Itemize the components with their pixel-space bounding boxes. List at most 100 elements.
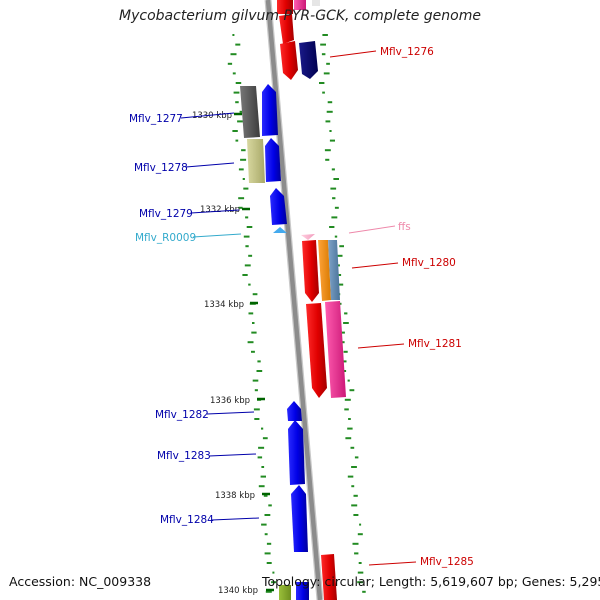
gene-mflv-1285[interactable] bbox=[321, 554, 337, 600]
gc-skew-dot bbox=[336, 254, 343, 257]
gc-skew-dot bbox=[264, 533, 268, 536]
gene-mflv-1276-companion[interactable] bbox=[279, 14, 294, 44]
gc-skew-dot bbox=[256, 370, 263, 372]
gc-skew-dot bbox=[242, 274, 248, 276]
gc-skew-dot bbox=[329, 139, 335, 142]
svg-text:Mflv_1279: Mflv_1279 bbox=[139, 208, 193, 220]
gc-skew-dot bbox=[266, 562, 272, 564]
gc-skew-dot bbox=[338, 274, 342, 276]
gc-skew-dot bbox=[345, 437, 352, 440]
gc-skew-dot bbox=[325, 158, 330, 161]
gc-skew-dot bbox=[261, 466, 265, 468]
label-ffs[interactable]: ffs bbox=[348, 221, 411, 234]
gene-mflv-1283[interactable] bbox=[288, 420, 305, 485]
gc-skew-dot bbox=[235, 43, 241, 46]
svg-text:Mflv_1281: Mflv_1281 bbox=[408, 338, 462, 350]
gc-skew-dot bbox=[354, 456, 359, 459]
gc-skew-dot bbox=[272, 571, 275, 574]
svg-text:Mflv_1276: Mflv_1276 bbox=[380, 46, 434, 58]
gc-skew-dot bbox=[265, 590, 272, 593]
gc-skew-dot bbox=[266, 542, 272, 545]
gene-mflv-1279[interactable] bbox=[270, 188, 287, 225]
gc-skew-dot bbox=[254, 389, 258, 392]
topology-summary: Topology: circular; Length: 5,619,607 bp… bbox=[262, 574, 600, 589]
gc-skew-dot bbox=[243, 235, 250, 238]
gene-ffs[interactable] bbox=[301, 234, 315, 240]
label-mflv-1280[interactable]: Mflv_1280 bbox=[351, 257, 456, 269]
label-mflv-1277[interactable]: Mflv_1277 bbox=[129, 112, 235, 125]
gc-skew-dot bbox=[245, 245, 249, 248]
gc-skew-dot bbox=[352, 542, 359, 545]
gc-skew-dot bbox=[237, 120, 243, 123]
gc-skew-dot bbox=[262, 437, 268, 440]
svg-text:Mflv_R0009: Mflv_R0009 bbox=[135, 232, 196, 244]
gc-skew-dot bbox=[242, 178, 245, 180]
gc-skew-dot bbox=[238, 206, 243, 209]
svg-text:Mflv_1278: Mflv_1278 bbox=[134, 162, 188, 174]
gene-mflv-1284[interactable] bbox=[291, 485, 308, 552]
gc-skew-dot bbox=[245, 216, 249, 219]
label-mflv-r0009[interactable]: Mflv_R0009 bbox=[135, 232, 242, 244]
gc-skew-dot bbox=[244, 264, 251, 267]
gc-skew-dot bbox=[252, 293, 258, 296]
gc-skew-dot bbox=[257, 456, 263, 459]
gc-skew-dot bbox=[339, 331, 345, 334]
gc-skew-dot bbox=[326, 110, 333, 113]
label-mflv-1281[interactable]: Mflv_1281 bbox=[357, 338, 462, 350]
label-mflv-1284[interactable]: Mflv_1284 bbox=[160, 514, 260, 526]
gene-mflv-1281[interactable] bbox=[306, 301, 346, 398]
gc-skew-dot bbox=[251, 350, 255, 353]
genome-backbone bbox=[264, 0, 324, 600]
gc-skew-dot bbox=[343, 350, 348, 353]
gc-skew-dot bbox=[239, 110, 244, 113]
gene-mflv-1282[interactable] bbox=[287, 401, 302, 421]
gc-skew-dot bbox=[341, 341, 345, 344]
gc-skew-dot bbox=[235, 82, 242, 84]
gc-skew-dot bbox=[261, 427, 264, 430]
gc-skew-dot bbox=[321, 53, 326, 56]
gc-skew-track-inner bbox=[227, 34, 277, 593]
svg-text:Mflv_1284: Mflv_1284 bbox=[160, 514, 214, 526]
label-mflv-1276[interactable]: Mflv_1276 bbox=[329, 46, 434, 58]
label-mflv-1283[interactable]: Mflv_1283 bbox=[157, 450, 257, 462]
scale-tick-1336: 1336 kbp bbox=[210, 396, 265, 406]
gc-skew-dot bbox=[332, 197, 336, 200]
gc-skew-dot bbox=[252, 322, 255, 324]
gene-mflv-r0009[interactable] bbox=[273, 227, 287, 233]
gc-skew-dot bbox=[232, 130, 238, 132]
svg-text:Mflv_1280: Mflv_1280 bbox=[402, 257, 456, 269]
label-mflv-1282[interactable]: Mflv_1282 bbox=[155, 409, 255, 421]
gc-skew-dot bbox=[357, 533, 363, 536]
gc-skew-dot bbox=[238, 168, 244, 171]
gc-skew-dot bbox=[248, 254, 253, 257]
gene-mflv-1276-neighbor[interactable] bbox=[299, 41, 318, 79]
gc-skew-dot bbox=[331, 168, 335, 171]
gc-skew-dot bbox=[347, 427, 353, 430]
label-mflv-1278[interactable]: Mflv_1278 bbox=[134, 162, 235, 174]
gc-skew-dot bbox=[344, 312, 348, 315]
gc-skew-dot bbox=[327, 101, 333, 104]
gene-mflv-1280[interactable] bbox=[302, 240, 340, 302]
gc-skew-dot bbox=[330, 187, 337, 190]
gc-skew-dot bbox=[246, 226, 253, 228]
scale-tick-1332: 1332 kbp bbox=[200, 205, 250, 215]
gc-skew-dot bbox=[324, 149, 331, 152]
gc-skew-dot bbox=[329, 226, 335, 228]
gc-skew-dot bbox=[243, 187, 249, 190]
gene-mflv-1276[interactable] bbox=[280, 41, 298, 80]
scale-label-1332: 1332 kbp bbox=[200, 205, 240, 215]
gc-skew-dot bbox=[343, 322, 349, 324]
gene-mflv-1278[interactable] bbox=[247, 138, 281, 183]
gc-skew-dot bbox=[251, 331, 257, 334]
gc-skew-dot bbox=[323, 72, 330, 75]
scale-label-1338: 1338 kbp bbox=[215, 491, 255, 501]
gc-skew-dot bbox=[329, 130, 332, 132]
label-mflv-1285[interactable]: Mflv_1285 bbox=[368, 556, 474, 568]
gene-mflv-1277[interactable] bbox=[240, 84, 278, 138]
label-mflv-1279[interactable]: Mflv_1279 bbox=[139, 208, 240, 220]
gc-skew-dot bbox=[339, 245, 344, 248]
gc-skew-dot bbox=[357, 571, 364, 574]
gc-skew-dot bbox=[258, 446, 265, 449]
gc-skew-dot bbox=[271, 581, 277, 584]
gc-skew-dot bbox=[232, 72, 236, 75]
